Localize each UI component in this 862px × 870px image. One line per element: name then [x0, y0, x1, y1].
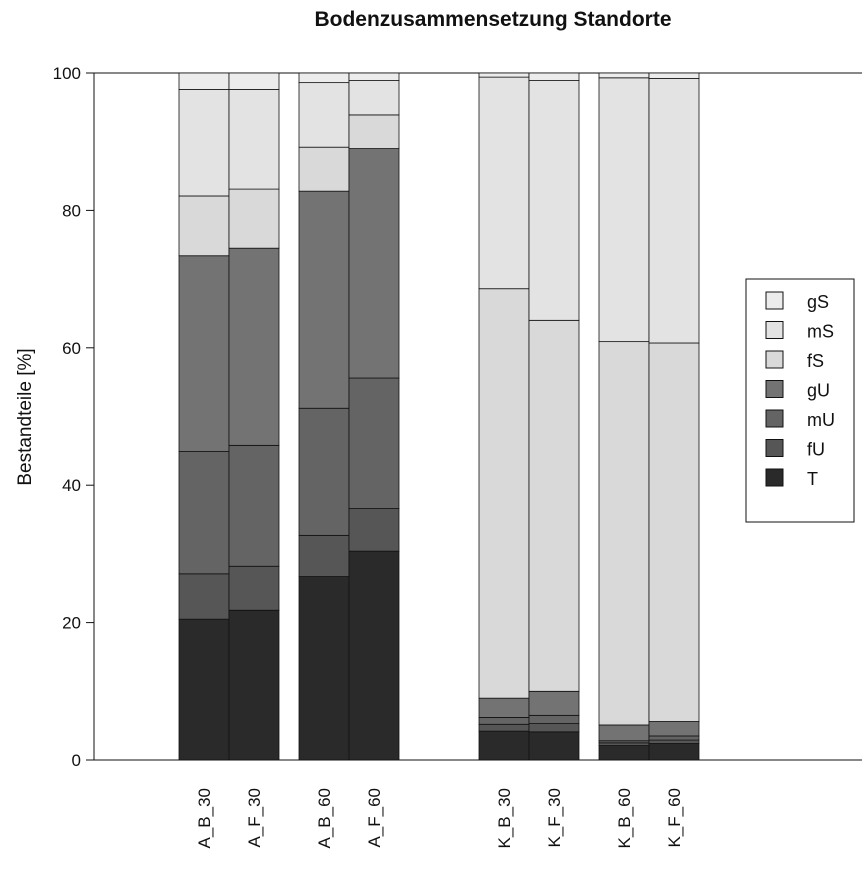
- bar-segment-fS-K_B_60: [598, 341, 650, 726]
- bar-segment-T-A_F_30: [228, 609, 280, 761]
- bar-segment-mU-K_F_30: [528, 714, 580, 724]
- x-tick-label: A_B_60: [315, 788, 334, 849]
- bar-segment-T-K_F_30: [528, 731, 580, 761]
- bar-segment-gS-K_F_60: [648, 72, 700, 79]
- bar-segment-mU-K_B_30: [478, 717, 530, 725]
- bar-segment-fS-A_F_30: [228, 188, 280, 249]
- bar-segment-mS-A_B_60: [298, 82, 350, 148]
- bar-segment-T-K_B_60: [598, 745, 650, 761]
- bar-segment-gS-K_B_60: [598, 72, 650, 79]
- bar-segment-mU-A_B_60: [298, 407, 350, 536]
- x-tick-label: K_B_60: [615, 788, 634, 849]
- bar-segment-fS-K_B_30: [478, 288, 530, 699]
- legend-label-gU: gU: [807, 381, 830, 401]
- x-tick-label: K_F_60: [665, 788, 684, 848]
- y-axis-label: Bestandteile [%]: [15, 348, 36, 485]
- bar-segment-mS-K_B_30: [478, 76, 530, 290]
- bar-segment-T-K_F_60: [648, 743, 700, 761]
- legend-label-fU: fU: [807, 440, 825, 460]
- bar-segment-gS-K_B_30: [478, 72, 530, 78]
- bar-segment-fU-A_B_30: [178, 573, 230, 620]
- bar-segment-mU-A_B_30: [178, 451, 230, 575]
- y-axis: 0 20 40 60 80 100: [53, 64, 94, 770]
- legend-label-gS: gS: [807, 292, 829, 312]
- bar-segment-gU-A_F_30: [228, 247, 280, 446]
- bar-segment-fU-K_B_60: [598, 742, 650, 746]
- legend-label-T: T: [807, 469, 818, 489]
- bar-segment-mU-A_F_30: [228, 444, 280, 567]
- bar-segment-T-K_B_30: [478, 730, 530, 761]
- x-tick-label: A_F_30: [245, 788, 264, 848]
- bar-segment-mS-A_B_30: [178, 89, 230, 197]
- bar-segment-gU-K_F_30: [528, 690, 580, 716]
- bar-segment-gU-K_F_60: [648, 721, 700, 737]
- legend-swatch-fU: [765, 439, 784, 457]
- bar-segment-T-A_B_30: [178, 618, 230, 761]
- bar-segment-fU-K_B_30: [478, 723, 530, 732]
- bar-segment-gS-A_F_60: [348, 72, 400, 81]
- legend-swatch-gU: [765, 380, 784, 398]
- y-tick-label: 40: [62, 476, 81, 495]
- legend-swatch-mU: [765, 409, 784, 428]
- bar-segment-fU-A_F_60: [348, 508, 400, 552]
- bar-segment-mS-A_F_60: [348, 80, 400, 116]
- bar-segment-T-A_B_60: [298, 576, 350, 761]
- bar-segment-gS-A_B_60: [298, 72, 350, 84]
- x-tick-label: K_F_30: [545, 788, 564, 848]
- bar-segment-fU-A_F_30: [228, 565, 280, 611]
- y-tick-label: 100: [53, 64, 81, 83]
- bar-segment-gU-A_B_60: [298, 190, 350, 409]
- y-tick-label: 0: [72, 751, 81, 770]
- x-axis: A_B_30 A_F_30 A_B_60 A_F_60 K_B_30 K_F_30 K_B_…: [195, 788, 684, 849]
- bar-segment-fS-A_B_30: [178, 195, 230, 257]
- bar-segment-mS-K_F_30: [528, 80, 580, 321]
- bar-segment-gU-A_F_60: [348, 148, 400, 379]
- legend-swatch-T: [765, 468, 784, 487]
- bar-segment-fS-K_F_60: [648, 342, 700, 722]
- bar-segment-fS-A_B_60: [298, 146, 350, 192]
- bar-segment-fU-A_B_60: [298, 534, 350, 577]
- y-tick-label: 60: [62, 339, 81, 358]
- bar-segment-mS-A_F_30: [228, 89, 280, 190]
- bars-group: [178, 72, 700, 761]
- legend-label-fS: fS: [807, 351, 824, 371]
- bar-segment-fS-K_F_30: [528, 319, 580, 692]
- chart-title: Bodenzusammensetzung Standorte: [314, 8, 671, 31]
- bar-segment-mU-A_F_60: [348, 377, 400, 509]
- legend-label-mU: mU: [807, 410, 835, 430]
- bar-segment-mS-K_B_60: [598, 77, 650, 343]
- bar-segment-gU-K_B_30: [478, 697, 530, 718]
- bar-segment-gS-A_F_30: [228, 72, 280, 90]
- bar-segment-gU-A_B_30: [178, 255, 230, 452]
- x-tick-label: K_B_30: [495, 788, 514, 849]
- y-tick-label: 80: [62, 201, 81, 220]
- legend-swatch-mS: [765, 321, 784, 339]
- legend-box: [745, 278, 855, 523]
- bar-segment-fS-A_F_60: [348, 114, 400, 149]
- legend-swatch-gS: [765, 291, 784, 310]
- legend: gS mS fS gU mU fU T: [745, 278, 855, 523]
- bar-segment-gS-K_F_30: [528, 72, 580, 81]
- bar-segment-fU-K_F_30: [528, 723, 580, 733]
- bar-segment-mU-K_F_60: [648, 735, 700, 741]
- x-tick-label: A_F_60: [365, 788, 384, 848]
- x-tick-label: A_B_30: [195, 788, 214, 849]
- bar-segment-gS-A_B_30: [178, 72, 230, 90]
- bar-segment-mS-K_F_60: [648, 78, 700, 344]
- bar-segment-gU-K_B_60: [598, 724, 650, 742]
- y-tick-label: 20: [62, 614, 81, 633]
- legend-label-mS: mS: [807, 322, 834, 342]
- bar-segment-T-A_F_60: [348, 550, 400, 761]
- legend-swatch-fS: [765, 350, 784, 369]
- bar-segment-fU-K_F_60: [648, 739, 700, 744]
